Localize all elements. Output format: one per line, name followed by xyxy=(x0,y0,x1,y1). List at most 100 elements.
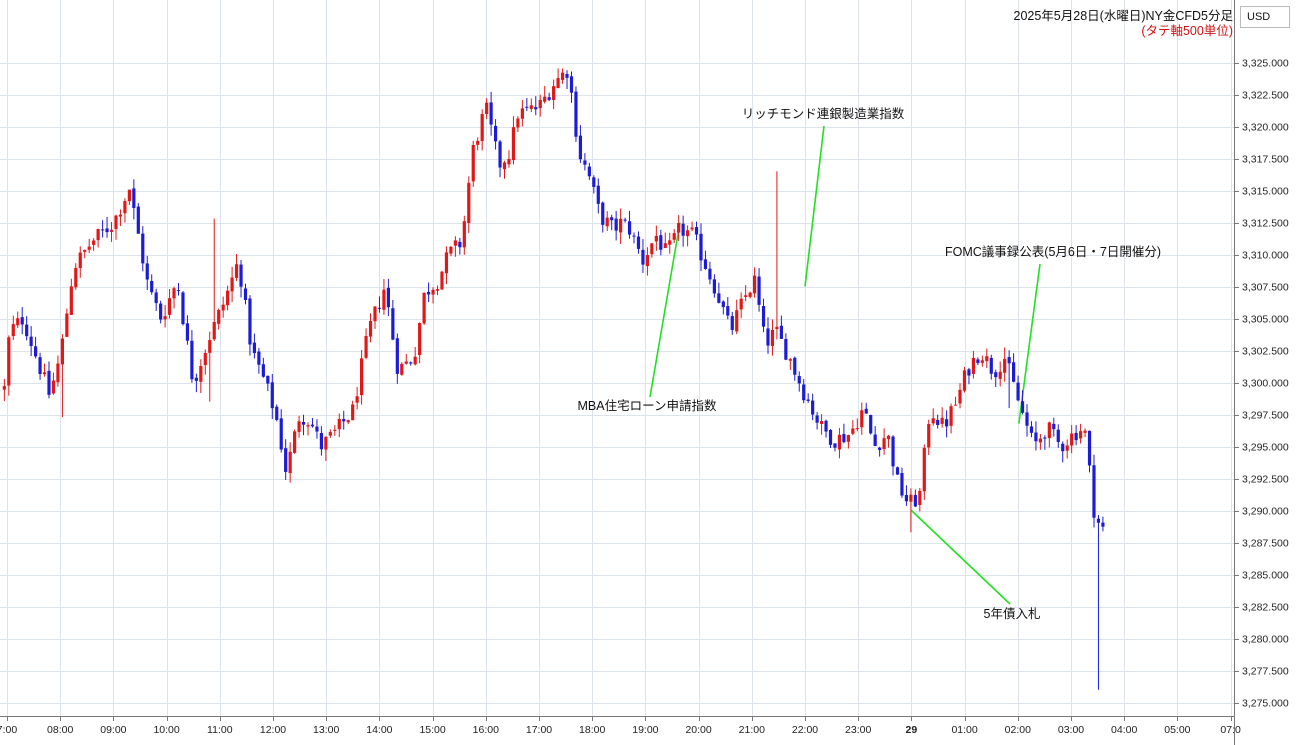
candle-body xyxy=(422,292,426,324)
candle-body xyxy=(663,243,667,248)
candle-body xyxy=(56,363,60,383)
candle-body xyxy=(1074,432,1078,441)
candle-body xyxy=(391,308,395,340)
candle-body xyxy=(529,105,533,109)
candle-body xyxy=(811,400,815,415)
candle-body xyxy=(221,304,225,311)
candle-body xyxy=(239,264,243,287)
y-tick-label: 3,297.500 xyxy=(1242,410,1289,422)
candle-body xyxy=(507,158,511,165)
candle-body xyxy=(940,417,944,424)
candle-body xyxy=(489,102,493,125)
candle-body xyxy=(435,289,440,291)
candle-body xyxy=(306,425,310,427)
candle-body xyxy=(212,322,216,340)
candle-body xyxy=(556,78,560,89)
candle-body xyxy=(788,359,792,361)
annotation-lines xyxy=(649,125,1041,605)
annotation-label: FOMC議事録公表(5月6日・7日開催分) xyxy=(945,244,1161,259)
candle-body xyxy=(1029,426,1034,433)
candle-body xyxy=(1101,522,1105,527)
x-tick-label: 05:00 xyxy=(1164,724,1190,736)
candle-body xyxy=(34,346,38,357)
candle-body xyxy=(592,177,596,187)
candle-body xyxy=(703,259,708,270)
candle-body xyxy=(712,279,716,294)
candle-body xyxy=(114,215,118,230)
candle-body xyxy=(699,233,703,261)
candle-body xyxy=(65,313,69,337)
candle-body xyxy=(632,235,636,237)
candle-body xyxy=(493,125,498,142)
x-tick-label: 23:00 xyxy=(845,724,871,736)
y-tick-label: 3,307.500 xyxy=(1242,282,1289,294)
candle-body xyxy=(74,267,78,288)
annotation-line xyxy=(804,125,825,287)
candle-body xyxy=(927,424,931,448)
candle-body xyxy=(368,321,373,337)
candle-body xyxy=(641,249,645,265)
candle-body xyxy=(904,494,909,502)
candle-body xyxy=(520,108,524,119)
candle-body xyxy=(1043,437,1047,439)
candle-body xyxy=(1034,432,1038,442)
candle-body xyxy=(752,275,757,294)
candle-body xyxy=(297,421,301,432)
candle-body xyxy=(918,490,922,505)
candle-body xyxy=(766,328,770,346)
candle-body xyxy=(1025,412,1029,426)
candle-body xyxy=(578,135,583,160)
candle-body xyxy=(208,340,212,353)
candle-body xyxy=(627,221,632,235)
x-tick-label: 01:00 xyxy=(951,724,977,736)
x-tick-label: 08:00 xyxy=(47,724,73,736)
candle-body xyxy=(413,356,417,365)
candle-body xyxy=(377,307,382,309)
candle-body xyxy=(1061,443,1065,452)
candle-body xyxy=(181,292,185,325)
candle-body xyxy=(534,107,538,110)
y-tick-label: 3,295.000 xyxy=(1242,442,1289,454)
y-tick-label: 3,320.000 xyxy=(1242,122,1289,134)
candle-body xyxy=(395,338,399,374)
candle-body xyxy=(471,144,475,182)
candle-body xyxy=(1038,438,1042,443)
candle-body xyxy=(614,218,618,231)
candle-body xyxy=(815,415,819,423)
candle-body xyxy=(998,371,1002,379)
candle-body xyxy=(444,252,449,274)
candle-body xyxy=(949,406,953,426)
candle-body xyxy=(985,356,989,362)
candle-body xyxy=(1016,382,1020,401)
candle-body xyxy=(886,435,891,440)
candle-body xyxy=(462,221,466,248)
x-tick-label: 19:00 xyxy=(632,724,658,736)
candle-body xyxy=(909,494,913,502)
candle-body xyxy=(203,352,207,366)
y-tick-label: 3,317.500 xyxy=(1242,154,1289,166)
y-tick-label: 3,305.000 xyxy=(1242,314,1289,326)
candle-body xyxy=(109,229,114,232)
candle-body xyxy=(364,336,368,358)
candle-body xyxy=(159,303,163,320)
currency-selector[interactable]: USD xyxy=(1240,6,1290,28)
candle-body xyxy=(587,166,591,177)
x-tick-label: 12:00 xyxy=(260,724,286,736)
x-tick-label: 15:00 xyxy=(419,724,445,736)
x-tick-label: 7:00 xyxy=(0,724,17,736)
candle-body xyxy=(319,432,324,450)
candle-body xyxy=(837,434,842,450)
candle-body xyxy=(543,96,547,102)
candle-body xyxy=(739,298,743,310)
x-tick-label: 02:00 xyxy=(1005,724,1031,736)
y-tick-label: 3,310.000 xyxy=(1242,250,1289,262)
candle-body xyxy=(386,287,390,308)
time-axis: 7:00 08:00 09:00 10:00 11:00 12:00 13:00 14:00 1… xyxy=(0,716,1241,736)
candle-body xyxy=(400,363,404,375)
candle-body xyxy=(931,418,935,424)
candle-body xyxy=(185,323,190,341)
y-tick-label: 3,285.000 xyxy=(1242,570,1289,582)
candle-body xyxy=(418,323,422,356)
candle-body xyxy=(136,206,140,234)
